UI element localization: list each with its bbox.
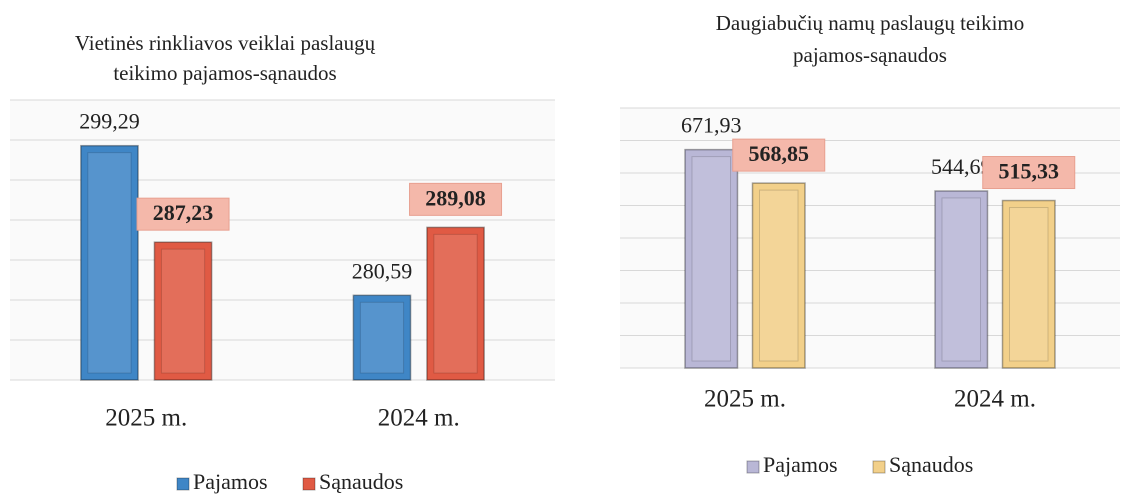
legend: Pajamos Sąnaudos — [176, 469, 403, 494]
bar — [426, 226, 485, 381]
data-label: 287,23 — [153, 200, 214, 225]
bar-bevel — [1009, 207, 1049, 362]
chart-title: Vietinės rinkliavos veiklai paslaugų — [75, 31, 376, 55]
legend-label: Sąnaudos — [889, 452, 973, 477]
data-label: 515,33 — [999, 159, 1060, 184]
bar — [751, 182, 806, 369]
x-tick-label: 2025 m. — [105, 405, 187, 432]
bar-bevel — [87, 152, 132, 374]
chart-title: teikimo pajamos-sąnaudos — [113, 61, 336, 85]
x-tick-label: 2025 m. — [704, 386, 786, 413]
data-label-box — [982, 156, 1076, 190]
data-label: 280,59 — [352, 258, 413, 283]
legend-label: Pajamos — [193, 469, 268, 494]
bar-bevel — [359, 301, 405, 374]
legend-swatch — [872, 460, 886, 474]
chart-title: Daugiabučių namų paslaugų teikimo — [716, 11, 1025, 35]
x-tick-label: 2024 m. — [954, 386, 1036, 413]
bar — [684, 148, 739, 369]
legend-swatch — [176, 477, 190, 491]
data-label: 671,93 — [681, 113, 742, 138]
data-label: 289,08 — [425, 185, 486, 210]
data-label: 544,69 — [931, 154, 992, 179]
legend-swatch — [746, 460, 760, 474]
x-tick-label: 2024 m. — [378, 405, 460, 432]
data-label-box — [409, 182, 503, 216]
bar — [352, 294, 412, 381]
legend-swatch — [302, 477, 316, 491]
bar-bevel — [691, 156, 731, 362]
bar — [80, 144, 139, 381]
bar — [153, 241, 213, 381]
data-label-box — [136, 197, 230, 231]
bar-bevel — [433, 233, 478, 374]
legend: Pajamos Sąnaudos — [746, 452, 973, 477]
bar — [1001, 199, 1056, 369]
bar-bevel — [759, 189, 799, 362]
legend-label: Pajamos — [763, 452, 838, 477]
legend-label: Sąnaudos — [319, 469, 403, 494]
bar — [934, 190, 989, 369]
data-label: 568,85 — [749, 141, 810, 166]
data-label-box — [732, 138, 826, 172]
bar-bevel — [941, 197, 981, 362]
bar-bevel — [160, 248, 206, 374]
data-label: 299,29 — [79, 109, 140, 134]
chart-title: pajamos-sąnaudos — [793, 43, 947, 67]
